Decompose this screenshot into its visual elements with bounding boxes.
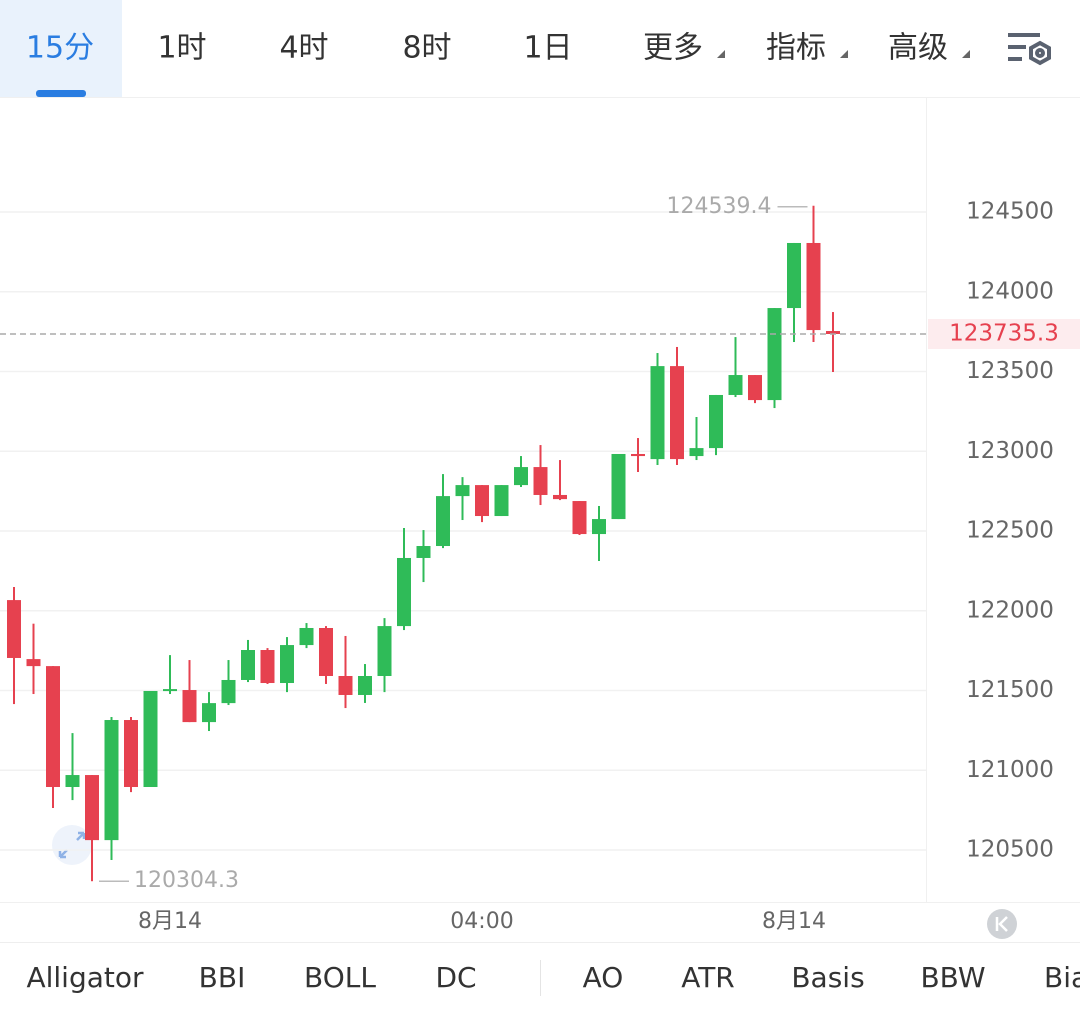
candle-body [241,650,255,680]
candle-body [397,557,411,627]
indicator-tab[interactable]: Basis [791,961,864,994]
candle-body [280,645,294,684]
candle-body [709,394,723,449]
candle-body [436,496,450,547]
indicator-tab[interactable]: BBW [920,961,985,994]
settings-icon[interactable] [1008,33,1051,66]
candle-body [377,626,392,676]
candle-body [631,453,645,457]
candle-body [319,627,333,676]
last-price-label: 123735.3 [949,321,1059,347]
candle-body [124,720,138,788]
scroll-to-latest[interactable] [987,909,1017,939]
y-tick-label: 120500 [966,837,1054,863]
candle-body [650,366,665,460]
candle-body [85,775,99,841]
candle-body [104,720,119,841]
x-tick-label: 8月14 [762,909,826,934]
dropdown-caret [962,50,970,58]
indicator-tab[interactable]: BOLL [304,961,376,994]
y-tick-label: 123000 [966,438,1054,464]
timeframe-tab[interactable]: 高级 [888,31,948,66]
y-tick-label: 122000 [966,597,1054,623]
candle-body [46,666,60,788]
timeframe-tab[interactable]: 15分 [26,31,94,66]
y-tick-label: 121500 [966,677,1054,703]
y-tick-label: 122500 [966,518,1054,544]
candle-body [514,467,528,486]
timeframe-tab[interactable]: 1时 [157,31,206,66]
candle-body [182,690,197,723]
x-tick-label: 04:00 [450,909,513,934]
y-tick-label: 124500 [966,199,1054,225]
y-tick-label: 124000 [966,278,1054,304]
indicator-tab[interactable]: ATR [681,961,735,994]
timeframe-tab[interactable]: 更多 [643,31,703,66]
timeframe-tab[interactable]: 8时 [402,31,451,66]
candle-body [416,546,431,558]
timeframe-tab[interactable]: 指标 [766,31,826,66]
last-price-badge [928,319,1080,350]
y-tick-label: 121000 [966,757,1054,783]
candle-body [689,448,704,457]
active-tab-indicator [36,90,86,97]
candle-body [475,485,489,517]
candle-body [806,242,821,331]
indicator-tab[interactable]: DC [435,961,476,994]
candle-body [767,308,782,401]
candle-body [826,331,840,335]
candle-body [202,703,216,723]
candle-body [611,453,626,520]
candle-body [65,775,80,788]
indicator-tab[interactable]: Bia [1044,961,1080,994]
candle-body [260,650,275,684]
indicator-tab[interactable]: AO [583,961,624,994]
candle-body [787,242,801,309]
active-tab-bg [0,0,122,97]
candle-body [572,501,587,535]
candle-body [592,519,606,535]
candle-body [494,485,509,517]
candle-body [7,600,21,658]
candle-body [221,679,236,704]
timeframe-tab[interactable]: 4时 [279,31,328,66]
x-tick-label: 8月14 [138,909,202,934]
candle-body [533,467,548,495]
candle-body [338,675,353,695]
candle-body [553,494,567,500]
candle-body [670,366,684,460]
expand-button[interactable] [52,825,92,865]
dropdown-caret [840,50,848,58]
low-label: 120304.3 [134,868,239,893]
y-tick-label: 123500 [966,358,1054,384]
timeframe-tab[interactable]: 1日 [523,31,572,66]
candle-body [748,375,762,401]
candle-body [163,689,177,692]
indicator-tab[interactable]: BBI [199,961,246,994]
candle-body [143,690,158,788]
dropdown-caret [717,50,725,58]
indicator-tab[interactable]: Alligator [26,961,144,994]
candle-body [358,675,372,695]
high-label: 124539.4 [667,194,772,219]
candle-body [455,485,470,497]
candle-body [299,627,314,646]
candle-body [728,375,743,395]
candle-body [26,659,41,667]
